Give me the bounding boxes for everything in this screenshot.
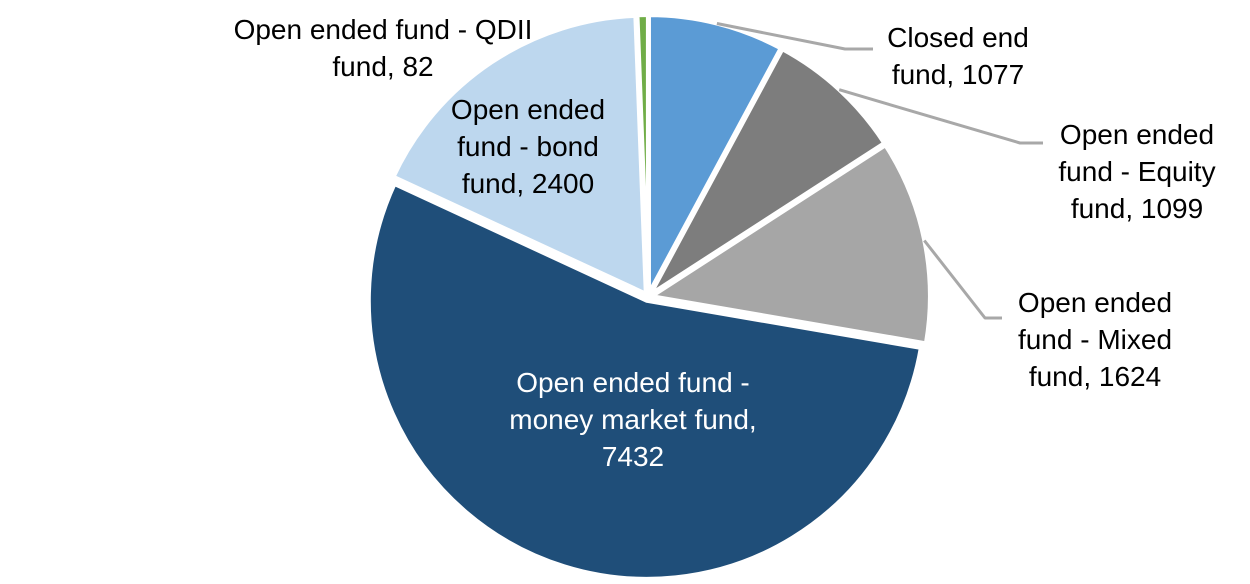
pie-slice-open-ended-fund-qdii-fund (635, 13, 650, 295)
slice-label-qdii-fund: Open ended fund - QDII fund, 82 (233, 14, 533, 82)
slice-label-bond-fund: Open ended fund - bond fund, 2400 (450, 94, 606, 199)
slice-label-equity-fund: Open ended fund - Equity fund, 1099 (1058, 119, 1216, 224)
slice-label-closed-end-fund: Closed end fund, 1077 (887, 22, 1029, 90)
pie-slice-open-ended-fund-mixed-fund (649, 143, 932, 346)
slice-label-money-market-fund: Open ended fund - money market fund, 743… (509, 367, 757, 472)
slice-label-mixed-fund: Open ended fund - Mixed fund, 1624 (1017, 287, 1173, 392)
leader-line-open-ended-fund-equity-fund (838, 88, 1043, 145)
pie-slice-open-ended-fund-money-market-fund (366, 182, 923, 581)
pie-slice-open-ended-fund-bond-fund (391, 13, 648, 296)
leader-line-closed-end-fund (716, 22, 873, 51)
leader-line-open-ended-fund-mixed-fund (923, 239, 1002, 320)
pie-slice-closed-end-fund (646, 13, 783, 296)
